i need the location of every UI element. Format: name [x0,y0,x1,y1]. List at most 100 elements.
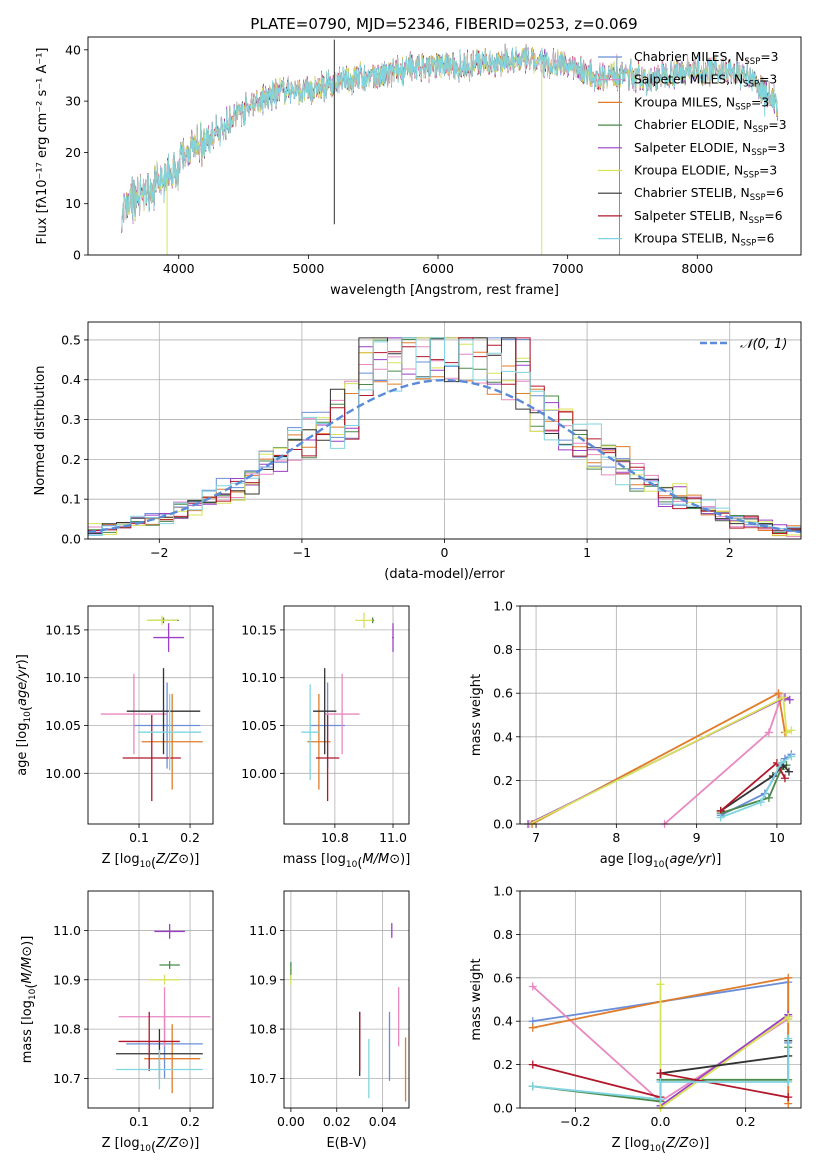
weight-marker [785,695,794,704]
legend-label: Salpeter ELODIE, NSSP=3 [634,141,785,158]
axis-label: mass [log10(M/M⊙)] [283,852,411,871]
axis-label-part: mass [log [283,852,346,867]
weight-marker [787,726,796,735]
axis-label-part: )] [400,852,410,867]
grid [284,891,409,1108]
axis-label-part: Z/Z⊙ [665,1136,699,1151]
x-tick-label: 0 [441,545,449,560]
axis-label: (data-model)/error [384,567,505,582]
axis-label-part: Z [log [102,1136,140,1151]
y-tick-label: 1.0 [493,599,513,614]
legend-sub: SSP [735,102,751,112]
legend-tail: =6 [766,186,784,200]
weight-marker [756,798,765,807]
axis-label-part: age [log [600,852,653,867]
legend-label: Chabrier ELODIE, NSSP=3 [634,118,787,135]
legend-label: Kroupa ELODIE, NSSP=3 [634,164,777,181]
y-tick-label: 11.0 [249,923,277,938]
weight-marker [776,758,785,767]
legend-sub: SSP [751,148,767,158]
x-tick-label: −2 [150,545,168,560]
axis-label: age [log10(age/yr)] [600,852,722,871]
y-tick-label: 0.2 [61,452,81,467]
axis-label: age [log10(age/yr)] [15,654,34,776]
y-tick-label: 10.9 [53,972,81,987]
y-tick-label: 10.9 [249,972,277,987]
legend-tail: =3 [759,164,777,178]
axes-frame [519,890,802,1109]
plot-area-weight_vs_age [524,689,796,828]
grid [284,606,409,824]
axis-label: Z [log10(Z/Z⊙)] [102,1136,200,1155]
y-tick-label: 40 [65,42,81,57]
x-tick-label: 0.2 [736,1114,756,1129]
y-tick-label: 0.0 [493,1101,513,1116]
axes-frame [283,890,410,1109]
axis-label-part: Z [log [102,852,140,867]
x-tick-label: 8000 [681,261,713,276]
legend-sub: SSP [743,80,759,90]
spectrum-line [121,44,778,232]
weight-marker [784,1093,793,1102]
legend-tail: =6 [756,232,774,246]
legend-label: Chabrier STELIB, NSSP=6 [634,186,784,203]
legend-label: Salpeter STELIB, NSSP=6 [634,209,783,226]
axes-frame [87,605,214,825]
legend-tail: =3 [768,118,786,132]
legend-name: Kroupa STELIB, N [634,232,740,246]
plot-area-weight_vs_Z [528,973,793,1112]
x-tick-label: 7000 [552,261,584,276]
axis-label: wavelength [Angstrom, rest frame] [330,283,559,298]
y-tick-label: 0 [73,248,81,263]
weight-marker [656,1077,665,1086]
legend-label: Salpeter MILES, NSSP=3 [634,73,777,90]
axis-label-part: M/M⊙ [362,852,400,867]
axes-mass_vs_EBV: 0.00 0.02 0.04 10.7 10.8 10.9 11.0 E(B-V) [249,890,410,1151]
legend-label: Kroupa MILES, NSSP=3 [634,95,769,112]
axis-label-part: age [log [15,723,30,776]
axis-label: Z [log10(Z/Z⊙)] [612,1136,710,1155]
y-tick-label: 10.10 [241,670,277,685]
weight-marker [656,980,665,989]
axes-mass_vs_Z: 0.1 0.210.710.810.911.0Z [log10(Z/Z⊙)]mas… [20,890,214,1155]
axis-label-part: 10 [28,988,38,1000]
weight-marker [784,767,793,776]
x-tick-label: 4000 [163,261,195,276]
axis-label-part: age/yr [15,663,30,706]
axis-label-part: 10 [23,711,33,723]
y-tick-label: 20 [65,145,81,160]
axis-label-part: 10 [140,1144,152,1154]
axis-label-part: ( [151,856,156,871]
axis-label-part: M/M⊙ [20,946,35,984]
y-tick-label: 0.2 [493,773,513,788]
x-tick-label: 0.2 [180,1114,200,1129]
y-tick-label: 10.00 [241,766,277,781]
y-tick-label: 10.00 [45,766,81,781]
legend-tail: =6 [764,209,782,223]
plot-area-residuals [87,337,802,539]
axis-label-part: ( [357,856,362,871]
legend-tail: =3 [767,141,785,155]
y-tick-label: 0.8 [493,642,513,657]
plot-area-age_vs_mass [301,612,394,802]
weight-marker [784,973,793,982]
y-tick-label: 10.15 [45,622,81,637]
weight-marker [784,1034,793,1043]
x-tick-label: 8 [612,830,620,845]
legend-sub: SSP [740,239,756,249]
weight-marker [764,793,773,802]
plot-area-age_vs_Z [100,615,203,802]
weight-line [720,763,790,812]
weight-marker [782,728,791,737]
legend-label: 𝒩(0, 1) [740,337,787,352]
weight-marker [656,1069,665,1078]
axis-label-part: )] [189,1136,199,1151]
plot-area-mass_vs_Z [116,924,211,1094]
weight-marker [528,1060,537,1069]
figure-title: PLATE=0790, MJD=52346, FIBERID=0253, z=0… [250,15,637,33]
legend-tail: =3 [760,50,778,64]
x-tick-label: 1 [583,545,591,560]
